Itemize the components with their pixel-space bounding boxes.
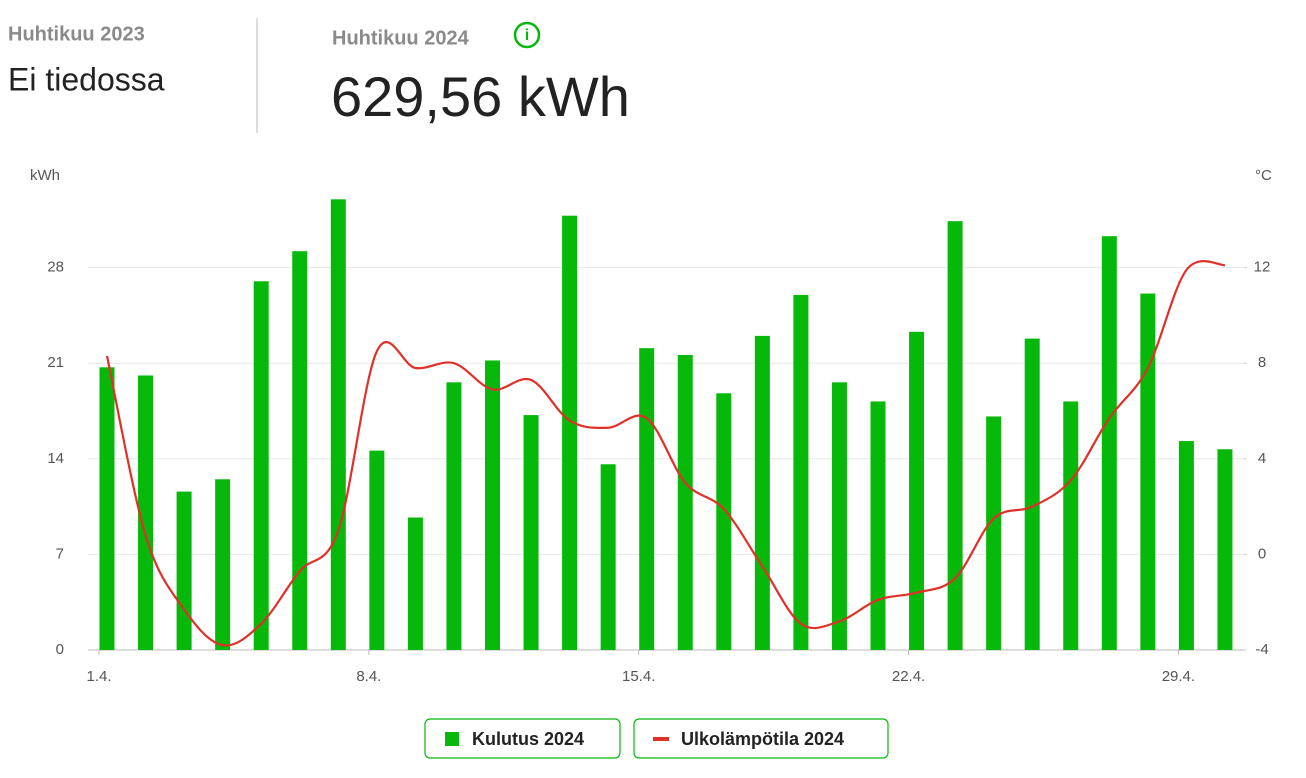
curr-label: Huhtikuu 2024 [332,27,470,49]
bar [639,348,655,650]
legend-label[interactable]: Ulkolämpötila 2024 [681,729,844,749]
bar [369,450,385,650]
legend-item[interactable]: Ulkolämpötila 2024 [633,718,889,759]
y2-tick-label: -4 [1255,641,1268,658]
bar [1140,293,1156,650]
curr-value: 629,56 kWh [331,65,630,128]
bar [1178,441,1194,650]
y2-tick-label: 4 [1258,450,1266,467]
y-tick-label: 0 [56,641,64,658]
x-tick-label: 8.4. [356,668,381,685]
bar [1024,338,1040,650]
bar [1217,449,1233,650]
y-tick-label: 28 [47,259,64,276]
prev-value: Ei tiedossa [8,61,165,97]
bar [446,382,462,650]
bar [1101,236,1117,650]
bar [909,331,925,650]
x-tick-label: 22.4. [892,668,925,685]
bar [716,393,732,650]
legend-label[interactable]: Kulutus 2024 [472,729,584,749]
x-tick-label: 15.4. [622,668,655,685]
bar [176,491,192,650]
bar [677,355,693,650]
legend-box[interactable] [633,718,889,759]
bar [831,382,847,650]
y-axis-label: kWh [30,167,60,184]
bar [253,281,269,650]
y-tick-label: 21 [47,354,64,371]
legend-item[interactable]: Kulutus 2024 [424,718,621,759]
bar [793,294,809,650]
bar [600,464,616,650]
bar [138,375,154,650]
bar [523,415,539,650]
temperature-line [105,260,1226,647]
y2-tick-label: 8 [1258,354,1266,371]
y2-tick-label: 12 [1254,259,1271,276]
legend-swatch[interactable] [445,732,459,746]
bar [485,360,500,650]
legend-box[interactable] [424,718,621,759]
info-text[interactable]: i [525,27,529,44]
x-tick-label: 29.4. [1162,668,1195,685]
y2-tick-label: 0 [1258,545,1266,562]
bar [870,401,886,650]
x-tick-label: 1.4. [86,668,111,685]
y2-axis-label: °C [1255,167,1272,184]
legend-swatch[interactable] [653,737,669,741]
y-tick-label: 14 [47,450,64,467]
y-tick-label: 7 [56,545,64,562]
bar [99,367,115,650]
bar [562,215,578,650]
bar [947,221,963,650]
bar [754,335,770,650]
prev-label: Huhtikuu 2023 [8,23,145,45]
bar [292,251,308,650]
info-circle[interactable] [513,21,541,49]
bar [215,479,231,650]
info-icon[interactable]: i [513,21,541,49]
bar [1063,401,1079,650]
bar [330,199,346,651]
bar [986,416,1002,650]
bar [407,517,423,650]
